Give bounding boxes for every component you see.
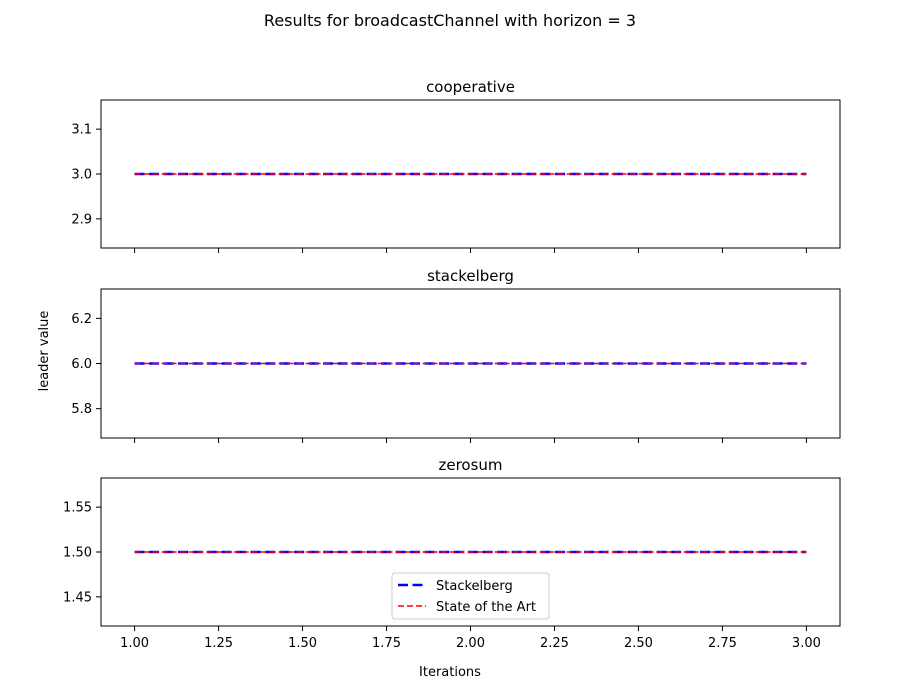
x-axis-label: Iterations bbox=[419, 665, 481, 680]
legend-label: State of the Art bbox=[436, 600, 536, 615]
x-tick-label: 2.50 bbox=[624, 636, 653, 651]
figure-title: Results for broadcastChannel with horizo… bbox=[264, 11, 636, 30]
legend: Stackelberg State of the Art bbox=[391, 572, 550, 620]
x-tick-label: 2.00 bbox=[456, 636, 485, 651]
y-tick-label: 2.9 bbox=[71, 212, 92, 227]
y-tick-label: 6.0 bbox=[71, 357, 92, 372]
subplot-title: zerosum bbox=[438, 456, 502, 474]
x-tick-label: 2.75 bbox=[708, 636, 737, 651]
axes-frame bbox=[100, 477, 841, 627]
y-tick-label: 3.1 bbox=[71, 123, 92, 138]
y-tick-label: 3.0 bbox=[71, 168, 92, 183]
y-tick-label: 5.8 bbox=[71, 402, 92, 417]
x-tick-label: 3.00 bbox=[792, 636, 821, 651]
y-axis-label: leader value bbox=[37, 311, 52, 392]
y-tick-label: 6.2 bbox=[71, 312, 92, 327]
x-tick-label: 2.25 bbox=[540, 636, 569, 651]
x-tick-label: 1.25 bbox=[204, 636, 233, 651]
axes-frame bbox=[100, 288, 841, 439]
subplot-cooperative: cooperative 2.9 3.0 3.1 bbox=[71, 78, 841, 253]
y-tick-label: 1.50 bbox=[63, 546, 92, 561]
subplot-stackelberg: stackelberg 5.8 6.0 6.2 bbox=[71, 267, 841, 443]
y-tick-label: 1.45 bbox=[63, 590, 92, 605]
subplot-title: cooperative bbox=[426, 78, 515, 96]
legend-box bbox=[391, 572, 550, 620]
subplot-title: stackelberg bbox=[427, 267, 514, 285]
x-tick-label: 1.50 bbox=[288, 636, 317, 651]
axes-frame bbox=[100, 99, 841, 249]
legend-label: Stackelberg bbox=[436, 579, 513, 594]
subplot-zerosum: zerosum 1.45 1.50 1.55 1.00 1.25 1.50 1.75 2.00 2… bbox=[63, 456, 841, 651]
subplots-group: cooperative 2.9 3.0 3.1 stackelberg 5.8 6.0 6.2… bbox=[63, 78, 841, 651]
x-tick-label: 1.00 bbox=[120, 636, 149, 651]
y-tick-label: 1.55 bbox=[63, 501, 92, 516]
x-tick-label: 1.75 bbox=[372, 636, 401, 651]
